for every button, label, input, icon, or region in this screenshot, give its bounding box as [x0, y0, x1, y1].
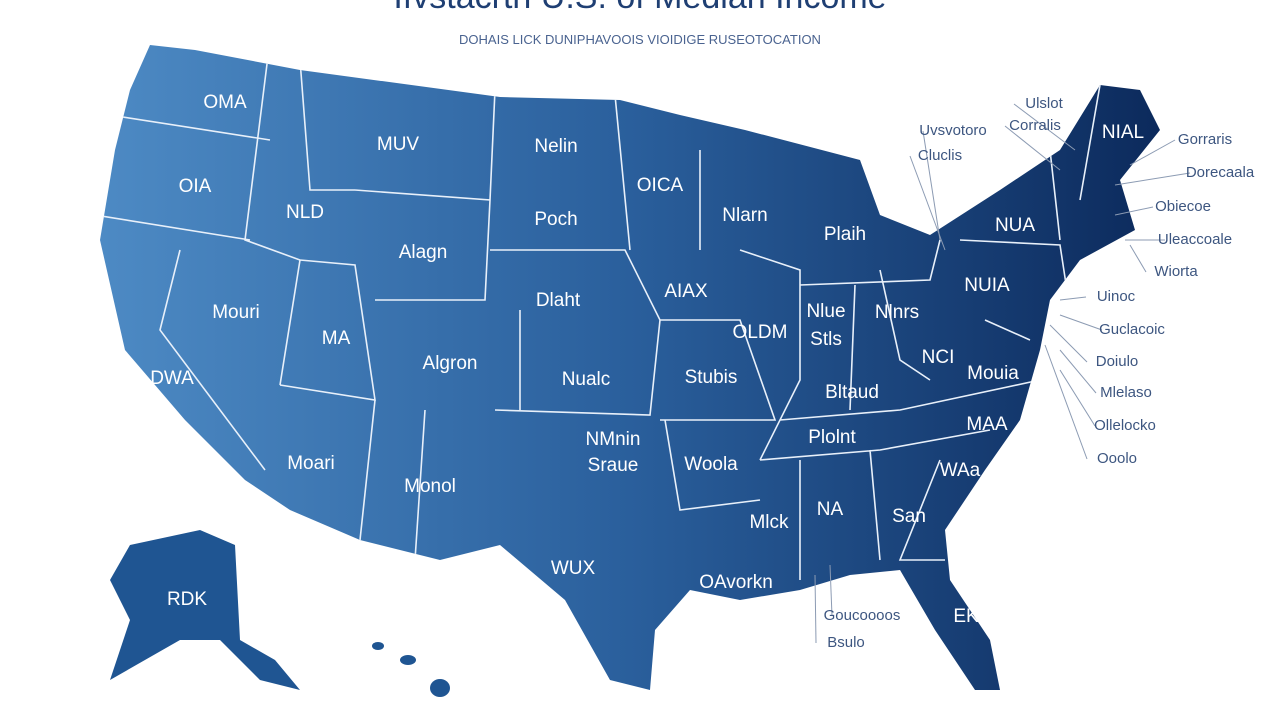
- map-title: Ifvstacrth U.S. of Median Income: [393, 0, 886, 16]
- leader-line: [1059, 314, 1103, 331]
- state-label: WUX: [551, 558, 596, 579]
- state-label: Nelin: [534, 136, 577, 157]
- us-map: [100, 45, 1160, 697]
- state-label: RDK: [167, 589, 207, 610]
- callout-label: Cluclis: [918, 147, 962, 164]
- state-label: AIAX: [664, 281, 708, 302]
- state-label: Stubis: [685, 367, 738, 388]
- callout-label: Wiorta: [1154, 263, 1198, 280]
- state-label: Nlnrs: [875, 302, 919, 323]
- leader-line: [1059, 369, 1096, 427]
- state-label: Dlaht: [536, 290, 581, 311]
- state-label: EK: [953, 606, 979, 627]
- leader-line: [814, 574, 817, 644]
- state-label: MAA: [966, 414, 1008, 435]
- state-label: Algron: [423, 353, 478, 374]
- state-label: Mlck: [749, 512, 789, 533]
- callout-label: Uvsvotoro: [919, 122, 987, 139]
- leader-line: [1049, 324, 1088, 363]
- leader-line: [1013, 103, 1076, 151]
- callout-label: Gorraris: [1178, 131, 1232, 148]
- state-label: NMnin: [586, 429, 641, 450]
- state-label: Moari: [287, 453, 335, 474]
- callout-label: Ulslot: [1025, 95, 1063, 112]
- state-label: NUA: [995, 215, 1035, 236]
- state-label: DWA: [150, 368, 194, 389]
- callout-label: Uleaccoale: [1158, 231, 1232, 248]
- state-label: Monol: [404, 476, 456, 497]
- state-label: Sraue: [588, 455, 639, 476]
- state-label: Plolnt: [808, 427, 856, 448]
- callout-label: Corralis: [1009, 117, 1061, 134]
- leader-lines: [814, 103, 1191, 644]
- state-label: Poch: [534, 209, 577, 230]
- leader-line: [1129, 244, 1147, 273]
- leader-line: [1129, 139, 1176, 166]
- state-label: NLD: [286, 202, 324, 223]
- state-label: NCI: [922, 347, 955, 368]
- state-label: OAvorkn: [699, 572, 773, 593]
- state-label: Nlarn: [722, 205, 767, 226]
- state-label: San: [892, 506, 926, 527]
- map-subtitle: DOHAIS LICK DUNIPHAVOOIS VIOIDIGE RUSEOT…: [459, 32, 821, 47]
- state-label: MUV: [377, 134, 420, 155]
- leader-line: [922, 130, 941, 241]
- callout-label: Ooolo: [1097, 450, 1137, 467]
- callout-label: Guclacoic: [1099, 321, 1165, 338]
- state-label: OIA: [179, 176, 212, 197]
- state-label: Woola: [684, 454, 738, 475]
- leader-line: [1114, 172, 1191, 186]
- state-label: OICA: [637, 175, 684, 196]
- callout-label: Bsulo: [827, 634, 865, 651]
- state-label: Stls: [810, 329, 842, 350]
- state-label: Plaih: [824, 224, 866, 245]
- leader-line: [1004, 125, 1061, 171]
- state-label: MA: [322, 328, 351, 349]
- state-label: Mouri: [212, 302, 260, 323]
- callout-label: Uinoc: [1097, 288, 1136, 305]
- state-label: NA: [817, 499, 844, 520]
- callout-label: Ollelocko: [1094, 417, 1156, 434]
- state-label: Mouia: [967, 363, 1019, 384]
- callout-label: Obiecoe: [1155, 198, 1211, 215]
- state-label: OLDM: [733, 322, 788, 343]
- callout-label: Goucoooos: [824, 607, 901, 624]
- callout-label: Doiulo: [1096, 353, 1139, 370]
- state-label: Alagn: [399, 242, 448, 263]
- leader-line: [1044, 344, 1088, 460]
- state-label: WAa: [940, 460, 981, 481]
- state-label: Nlue: [806, 301, 845, 322]
- state-label: Nualc: [562, 369, 611, 390]
- leader-line: [909, 155, 946, 251]
- state-label: NUIA: [964, 275, 1010, 296]
- callout-label: Mlelaso: [1100, 384, 1152, 401]
- state-label: OMA: [203, 92, 247, 113]
- leader-line: [1059, 296, 1087, 301]
- state-label: Bltaud: [825, 382, 879, 403]
- labels: OMA OIA MUV Nelin NLD Alagn Poch OICA Nlarn Plaih…: [150, 92, 1255, 651]
- state-label: NIAL: [1102, 122, 1144, 143]
- leader-line: [829, 564, 833, 617]
- leader-line: [1114, 206, 1154, 216]
- leader-line: [1059, 349, 1097, 394]
- callout-label: Dorecaala: [1186, 164, 1255, 181]
